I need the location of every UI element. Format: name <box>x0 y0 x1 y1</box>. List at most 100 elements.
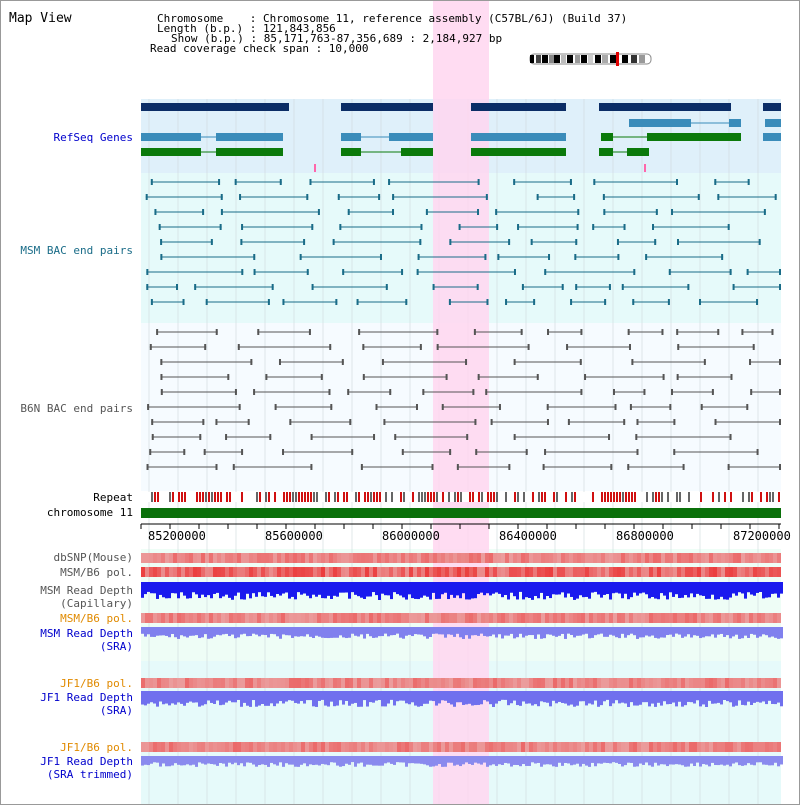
polymorphism-cell <box>373 613 377 623</box>
track-label-jf1-b6-pol-2[interactable]: JF1/B6 pol. <box>60 741 133 754</box>
polymorphism-cell <box>665 742 669 752</box>
read-depth-bar <box>339 691 342 701</box>
polymorphism-cell <box>737 567 741 577</box>
b6n-bac-end <box>752 344 755 350</box>
b6n-bac-end <box>456 464 459 470</box>
polymorphism-cell <box>585 567 589 577</box>
polymorphism-cell <box>621 613 625 623</box>
polymorphism-cell <box>197 553 201 563</box>
read-depth-bar <box>489 756 492 766</box>
polymorphism-cell <box>313 678 317 688</box>
msm-bac-end <box>717 194 720 200</box>
polymorphism-cell <box>485 613 489 623</box>
polymorphism-cell <box>761 553 765 563</box>
track-label-jf1-read-depth-sra[interactable]: JF1 Read Depth <box>40 691 133 704</box>
read-depth-bar <box>780 627 783 639</box>
b6n-bac-end <box>215 329 218 335</box>
read-depth-bar <box>423 691 426 704</box>
read-depth-bar <box>378 627 381 637</box>
polymorphism-cell <box>309 567 313 577</box>
read-depth-bar <box>393 691 396 706</box>
track-label-dbsnp[interactable]: dbSNP(Mouse) <box>53 551 133 564</box>
polymorphism-cell <box>449 742 453 752</box>
b6n-bac-end <box>160 359 163 365</box>
read-depth-bar <box>585 627 588 634</box>
polymorphism-cell <box>425 553 429 563</box>
read-depth-bar <box>258 582 261 593</box>
polymorphism-cell <box>205 553 209 563</box>
track-label-msm-b6-pol-1[interactable]: MSM/B6 pol. <box>60 566 133 579</box>
polymorphism-cell <box>405 613 409 623</box>
polymorphism-cell <box>293 678 297 688</box>
polymorphism-cell <box>377 553 381 563</box>
read-depth-bar <box>264 756 267 765</box>
read-depth-bar <box>231 756 234 765</box>
read-depth-bar <box>219 691 222 706</box>
read-depth-bar <box>303 756 306 764</box>
msm-bac-end <box>774 194 777 200</box>
polymorphism-cell <box>481 567 485 577</box>
polymorphism-cell <box>281 613 285 623</box>
b6n-bac-end <box>727 464 730 470</box>
polymorphism-cell <box>697 742 701 752</box>
polymorphism-cell <box>281 553 285 563</box>
read-depth-bar <box>330 756 333 763</box>
track-label-b6n-bac[interactable]: B6N BAC end pairs <box>20 402 133 415</box>
read-depth-bar <box>339 756 342 767</box>
read-depth-bar <box>273 691 276 707</box>
polymorphism-cell <box>509 742 513 752</box>
ideogram-band <box>561 55 566 63</box>
read-depth-bar <box>663 691 666 702</box>
track-label-msm-read-depth-capillary[interactable]: MSM Read Depth <box>40 584 133 597</box>
track-label-msm-read-depth-sra[interactable]: MSM Read Depth <box>40 627 133 640</box>
polymorphism-cell <box>677 567 681 577</box>
polymorphism-cell <box>517 553 521 563</box>
read-depth-bar <box>315 691 318 707</box>
track-label-refseq-genes[interactable]: RefSeq Genes <box>53 131 133 144</box>
read-depth-bar <box>639 582 642 594</box>
track-label-repeat[interactable]: Repeat <box>93 491 133 504</box>
b6n-bac-end <box>542 464 545 470</box>
read-depth-bar <box>207 627 210 639</box>
polymorphism-cell <box>665 567 669 577</box>
ideogram-band <box>536 55 541 63</box>
track-label-jf1-read-depth-trimmed[interactable]: JF1 Read Depth <box>40 755 133 768</box>
read-depth-bar <box>501 582 504 598</box>
polymorphism-cell <box>257 567 261 577</box>
read-depth-bar <box>447 582 450 600</box>
read-depth-bar <box>336 756 339 766</box>
read-depth-bar <box>246 756 249 763</box>
polymorphism-cell <box>621 567 625 577</box>
read-depth-bar <box>144 627 147 637</box>
polymorphism-cell <box>373 678 377 688</box>
read-depth-bar <box>642 627 645 638</box>
repeat-element <box>469 492 471 502</box>
polymorphism-cell <box>509 613 513 623</box>
msm-bac-end <box>747 179 750 185</box>
polymorphism-cell <box>281 678 285 688</box>
read-depth-bar <box>513 627 516 639</box>
polymorphism-cell <box>645 678 649 688</box>
msm-bac-end <box>405 299 408 305</box>
read-depth-bar <box>171 627 174 635</box>
polymorphism-cell <box>373 742 377 752</box>
track-label-msm-bac[interactable]: MSM BAC end pairs <box>20 244 133 257</box>
msm-bac-end <box>677 239 680 245</box>
track-label-msm-b6-pol-2[interactable]: MSM/B6 pol. <box>60 612 133 625</box>
polymorphism-cell <box>421 567 425 577</box>
read-depth-bar <box>411 756 414 764</box>
read-depth-bar <box>216 756 219 766</box>
polymorphism-cell <box>561 678 565 688</box>
polymorphism-cell <box>573 567 577 577</box>
track-label-jf1-b6-pol-1[interactable]: JF1/B6 pol. <box>60 677 133 690</box>
read-depth-bar <box>516 582 519 600</box>
polymorphism-cell <box>741 613 745 623</box>
read-depth-bar <box>774 691 777 705</box>
polymorphism-cell <box>241 742 245 752</box>
polymorphism-cell <box>565 742 569 752</box>
polymorphism-cell <box>417 567 421 577</box>
polymorphism-cell <box>577 567 581 577</box>
read-depth-bar <box>438 582 441 599</box>
read-depth-bar <box>771 582 774 594</box>
